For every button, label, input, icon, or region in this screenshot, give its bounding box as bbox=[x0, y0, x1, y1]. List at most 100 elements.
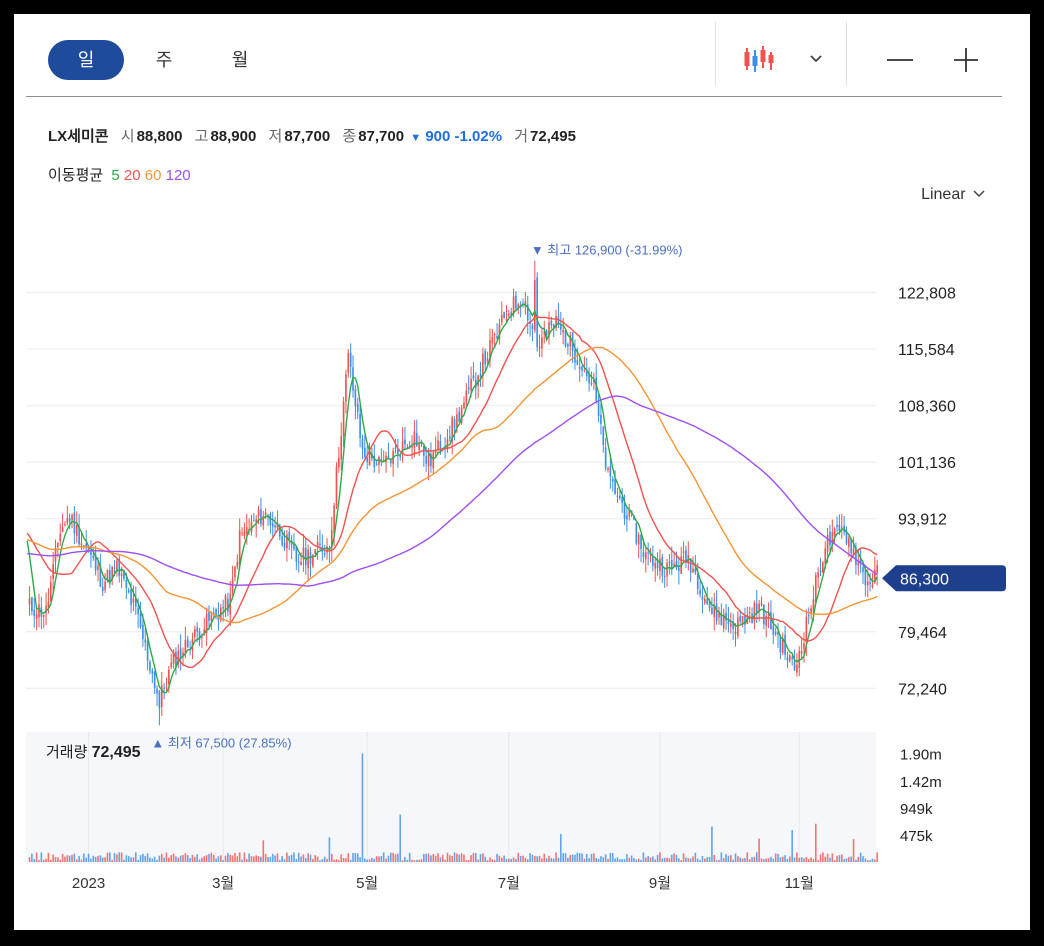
volume-bar bbox=[715, 860, 718, 862]
volume-bar bbox=[205, 855, 208, 862]
volume-bar bbox=[470, 855, 472, 862]
candle-body bbox=[609, 466, 612, 477]
candle-body bbox=[866, 581, 869, 585]
volume-bar bbox=[781, 856, 784, 862]
candle-body bbox=[755, 603, 758, 614]
candle-body bbox=[765, 616, 768, 626]
candle-body bbox=[366, 457, 369, 462]
candle-body bbox=[829, 531, 831, 546]
volume-bar bbox=[276, 853, 279, 862]
volume-bar bbox=[642, 852, 645, 862]
volume-bar bbox=[845, 858, 848, 862]
volume-bar bbox=[463, 854, 465, 862]
candle-body bbox=[160, 685, 163, 707]
current-price-badge bbox=[882, 565, 1006, 592]
volume-bar bbox=[595, 857, 598, 862]
volume-bar bbox=[420, 859, 423, 862]
volume-bar bbox=[385, 858, 387, 862]
volume-bar bbox=[349, 859, 352, 862]
volume-bar bbox=[862, 856, 864, 862]
candle-body bbox=[354, 389, 357, 407]
price-chart[interactable]: 122,808 115,584 108,360 101,136 93,912 79,464… bbox=[14, 14, 1030, 930]
candle-body bbox=[505, 318, 508, 321]
candle-body bbox=[489, 340, 491, 361]
tab-weekly[interactable]: 주 bbox=[155, 50, 173, 70]
chart-style-dropdown[interactable] bbox=[806, 44, 826, 74]
candle-body bbox=[144, 639, 147, 643]
price-tick-label: 101,136 bbox=[898, 455, 956, 472]
volume-bar bbox=[536, 856, 538, 862]
candle-body bbox=[182, 652, 184, 657]
candle-body bbox=[748, 611, 751, 614]
candle-body bbox=[465, 390, 468, 403]
candle-body bbox=[156, 688, 158, 694]
candle-body bbox=[193, 629, 196, 637]
volume-bar bbox=[271, 853, 274, 862]
volume-bar bbox=[668, 858, 671, 862]
volume-bar bbox=[304, 857, 307, 862]
candle-body bbox=[722, 614, 725, 629]
candle-body bbox=[94, 554, 97, 571]
ma-5-line bbox=[26, 303, 878, 694]
close-label: 종 bbox=[342, 128, 357, 145]
candle-body bbox=[781, 637, 784, 653]
volume-bar bbox=[54, 857, 57, 862]
volume-bar bbox=[269, 856, 272, 862]
volume-bar bbox=[340, 854, 343, 862]
volume-bar bbox=[333, 859, 335, 862]
candle-body bbox=[66, 518, 69, 523]
tab-daily[interactable]: 일 bbox=[48, 40, 124, 80]
volume-bar bbox=[458, 854, 461, 862]
volume-bar bbox=[210, 852, 213, 862]
volume-bar bbox=[35, 852, 38, 862]
volume-bar bbox=[227, 853, 229, 862]
volume-bar bbox=[720, 852, 723, 862]
candle-body bbox=[120, 573, 123, 576]
candle-body bbox=[803, 643, 805, 649]
volume-bar bbox=[689, 858, 692, 862]
volume-bar bbox=[460, 853, 463, 862]
candle-body bbox=[75, 524, 78, 536]
volume-bar bbox=[248, 853, 250, 862]
volume-bar bbox=[656, 854, 659, 862]
volume-bar bbox=[810, 857, 812, 862]
volume-bar bbox=[406, 859, 409, 862]
volume-bar bbox=[387, 855, 390, 862]
volume-bar bbox=[637, 858, 640, 862]
volume-bar bbox=[829, 857, 831, 862]
volume-bar bbox=[61, 853, 64, 862]
volume-bar bbox=[184, 853, 187, 862]
volume-bar bbox=[484, 856, 487, 862]
candle-body bbox=[139, 613, 142, 627]
current-price-label: 86,300 bbox=[900, 571, 949, 588]
candle-body bbox=[578, 366, 581, 370]
chart-style-button[interactable] bbox=[740, 40, 780, 80]
volume-bar bbox=[165, 852, 168, 862]
candle-body bbox=[278, 524, 281, 537]
scale-selector[interactable]: Linear bbox=[921, 186, 986, 204]
volume-bar bbox=[177, 857, 180, 862]
candle-body bbox=[701, 596, 704, 600]
volume-bar bbox=[786, 858, 789, 862]
volume-bar bbox=[432, 854, 435, 862]
candle-body bbox=[685, 550, 687, 563]
candle-body bbox=[734, 631, 737, 634]
volume-bar bbox=[840, 854, 843, 862]
volume-bar bbox=[113, 852, 116, 862]
candle-body bbox=[604, 447, 607, 469]
candle-body bbox=[583, 370, 586, 372]
zoom-out-button[interactable] bbox=[884, 44, 916, 76]
zoom-in-button[interactable] bbox=[950, 44, 982, 76]
volume-bar bbox=[611, 852, 614, 862]
volume-bar bbox=[189, 858, 191, 862]
volume-bar bbox=[644, 857, 647, 862]
volume-bar bbox=[758, 838, 760, 862]
candle-body bbox=[526, 304, 529, 321]
volume-bar bbox=[40, 852, 43, 862]
volume-bar bbox=[312, 858, 314, 862]
candle-body bbox=[595, 377, 598, 401]
candle-body bbox=[439, 440, 442, 452]
volume-bar bbox=[373, 858, 376, 862]
tab-monthly[interactable]: 월 bbox=[231, 50, 249, 70]
volume-bar bbox=[158, 855, 161, 862]
